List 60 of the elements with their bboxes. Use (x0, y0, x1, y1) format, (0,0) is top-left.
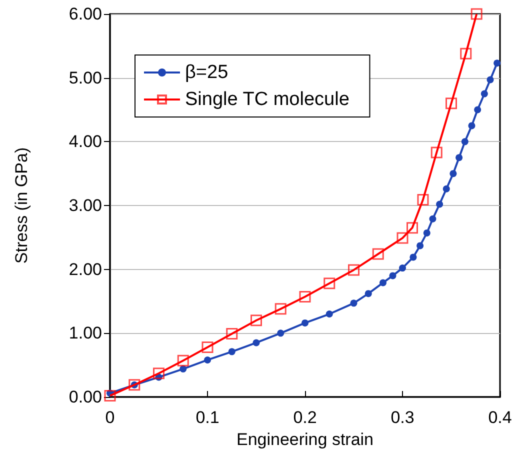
point (274, 303, 286, 315)
y-tick-label: 6.00 (68, 4, 102, 24)
point (446, 98, 457, 110)
point (442, 185, 450, 192)
point (250, 314, 262, 326)
point (389, 272, 396, 280)
point (461, 138, 468, 146)
x-axis-title: Engineering strain (236, 430, 374, 449)
point (480, 90, 488, 98)
x-tick-label: 0.1 (196, 408, 220, 427)
point (456, 154, 463, 162)
x-tick-label: 0 (105, 408, 115, 427)
point (429, 215, 436, 222)
point (364, 290, 372, 298)
point (494, 60, 501, 67)
point (396, 232, 408, 244)
point (324, 278, 336, 290)
point (302, 319, 308, 326)
point (423, 229, 430, 236)
point (410, 254, 417, 261)
point (468, 122, 476, 130)
y-tick-label: 1.00 (68, 324, 102, 343)
point (474, 106, 482, 114)
point (372, 248, 384, 260)
y-axis-title: Stress (in GPa) (12, 147, 31, 264)
point (417, 194, 429, 206)
point (380, 279, 386, 286)
point (436, 200, 444, 208)
point (299, 291, 311, 303)
y-tick-label: 3.00 (68, 196, 102, 215)
point (486, 76, 494, 84)
point (202, 341, 214, 353)
point (180, 365, 187, 372)
point (416, 242, 424, 250)
point (348, 264, 360, 276)
point (430, 146, 442, 158)
point (252, 339, 260, 346)
point (406, 222, 418, 234)
x-tick-label: 0.4 (488, 408, 512, 427)
point (226, 328, 238, 340)
x-tick-label: 0.3 (390, 408, 414, 427)
point (177, 354, 189, 366)
point (450, 170, 457, 178)
point (460, 48, 472, 60)
point (204, 356, 211, 364)
y-tick-label: 2.00 (68, 260, 102, 279)
point (277, 330, 284, 337)
point (350, 300, 358, 307)
y-tick-label: 5.00 (68, 68, 102, 88)
point (153, 368, 164, 380)
point (470, 8, 482, 20)
legend-label: Single TC molecule (185, 89, 350, 110)
point (399, 264, 406, 272)
y-tick-label: 0.00 (68, 388, 102, 406)
y-tick-label: 4.00 (68, 132, 102, 152)
point (228, 348, 236, 356)
point (128, 379, 140, 391)
legend-label: β=25 (185, 62, 228, 83)
point (326, 310, 333, 318)
x-tick-label: 0.2 (293, 408, 317, 427)
